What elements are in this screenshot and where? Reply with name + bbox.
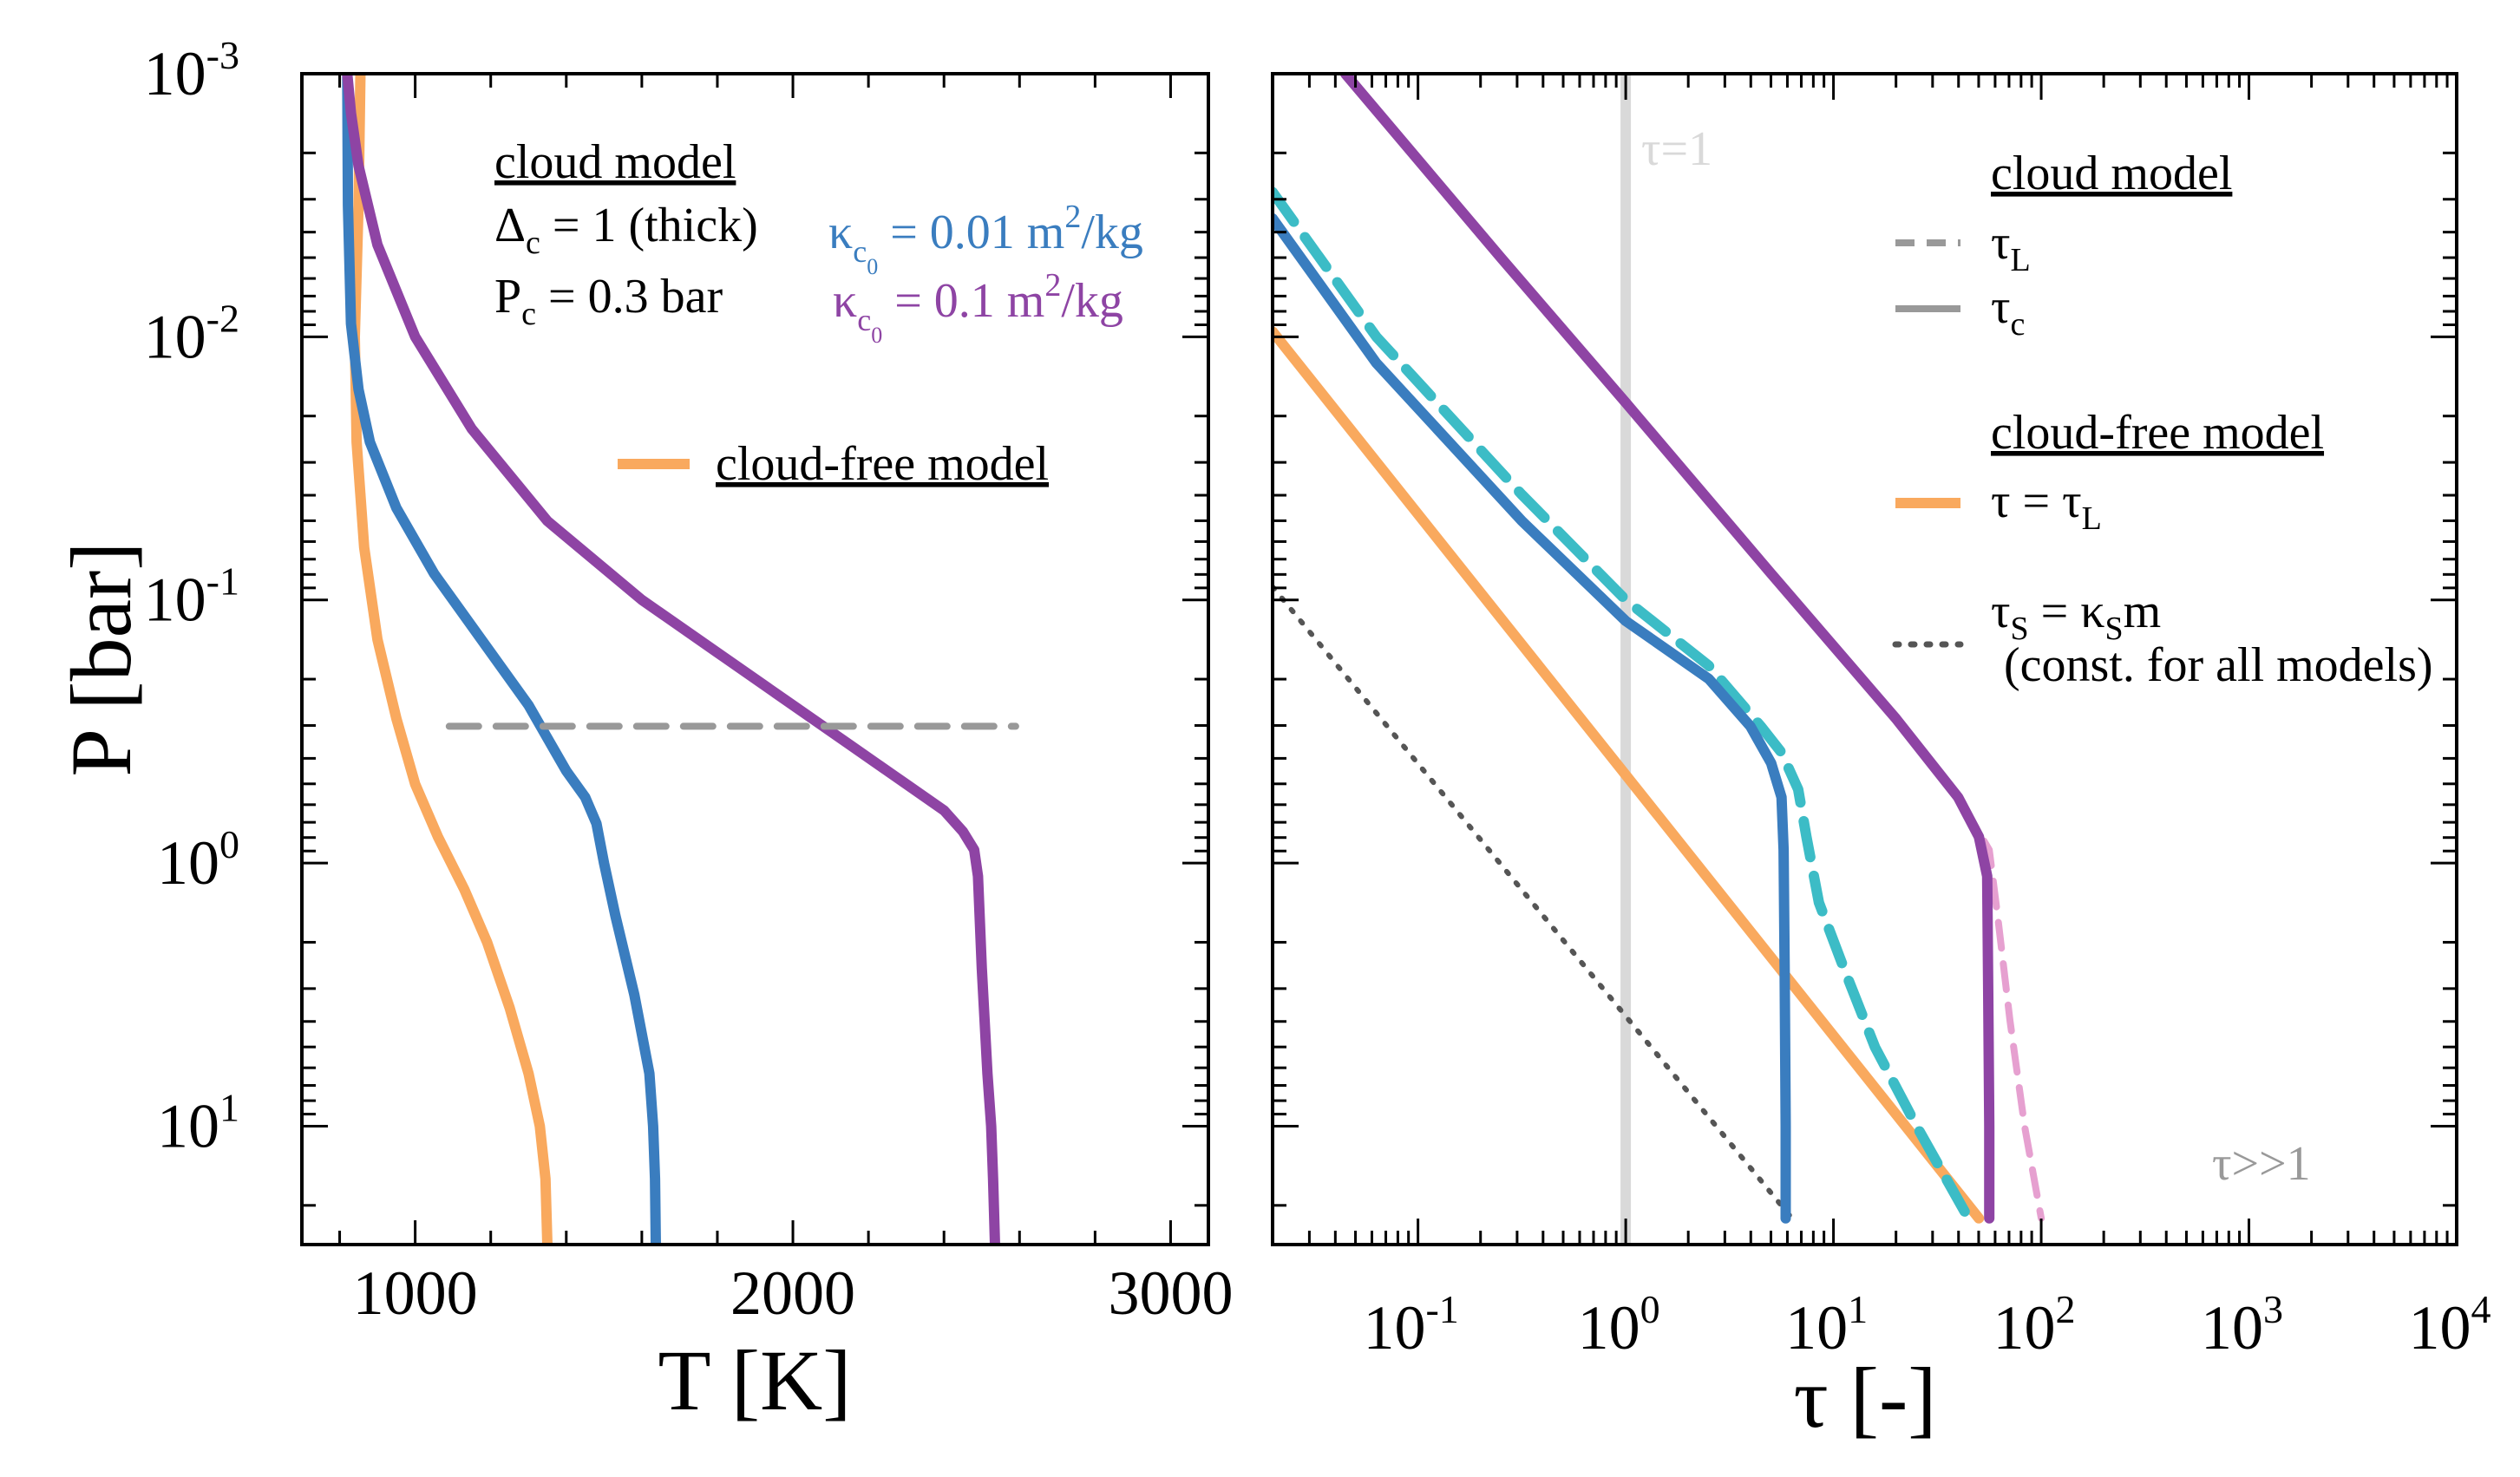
right-xtick-label: 10-1 <box>1363 1287 1458 1363</box>
legend-kappa-blue: κc0 = 0.01 m2/kg <box>828 199 1143 279</box>
legend-cloud-free-label: cloud-free model <box>716 437 1049 491</box>
left-xlabel: T [K] <box>658 1332 851 1428</box>
right-xtick-label: 103 <box>2201 1287 2283 1363</box>
left-yticklabels: 10-3 10-2 10-1 100 101 <box>144 33 239 1160</box>
annotation-tau-equals-1: τ=1 <box>1641 122 1712 176</box>
left-ytick-label: 10-1 <box>144 559 239 635</box>
right-plot-frame <box>1271 72 2458 1246</box>
right-panel: 10-1 100 101 102 103 104 τ [-] τ=1 τ>>1 cloud… <box>1271 72 2491 1446</box>
legend-tau-equals-tau-l-label: τ = τL <box>1991 474 2102 537</box>
legend-tau-l-label: τL <box>1991 216 2031 278</box>
right-series-tau-l-kappa-0-1 <box>1341 74 2045 1222</box>
right-series-tau-l-kappa-0-01 <box>1273 186 1974 1224</box>
legend-tau-s-note: (const. for all models) <box>2004 638 2433 692</box>
right-legend-title-cloud-model: cloud model <box>1991 147 2232 200</box>
right-curves <box>1273 74 2045 1245</box>
right-xtick-label: 102 <box>1993 1287 2076 1363</box>
legend-delta-c: Δc = 1 (thick) <box>494 199 758 261</box>
left-plot-frame <box>300 72 1210 1246</box>
right-xtick-label: 101 <box>1785 1287 1868 1363</box>
left-series-kappa-c0-0-01-m2-kg <box>342 74 661 1245</box>
left-ylabel: P [bar] <box>53 541 149 776</box>
right-series-tau-s-kappa-s-m <box>1273 584 1795 1221</box>
right-series-tau-c-kappa-0-1 <box>1339 74 1995 1224</box>
legend-title-cloud-model: cloud model <box>494 135 736 189</box>
left-ytick-label: 100 <box>157 822 239 898</box>
left-xtick-label: 1000 <box>353 1258 478 1328</box>
left-xtick-label: 3000 <box>1108 1258 1233 1328</box>
right-xlabel: τ [-] <box>1793 1350 1936 1446</box>
right-legend: cloud model τL τc cloud-free model τ = τ… <box>1892 147 2433 692</box>
left-ytick-label: 101 <box>157 1085 239 1160</box>
right-xtick-label: 104 <box>2409 1287 2491 1363</box>
annotation-tau-much-greater-1: τ>>1 <box>2212 1137 2311 1191</box>
legend-p-c: Pc = 0.3 bar <box>494 270 723 332</box>
right-xticklabels: 10-1 100 101 102 103 104 <box>1363 1287 2491 1363</box>
left-xticklabels: 1000 2000 3000 <box>353 1258 1234 1328</box>
left-legend: cloud model Δc = 1 (thick) Pc = 0.3 bar … <box>494 135 1143 491</box>
left-series-kappa-c0-0-1-m2-kg <box>342 74 1000 1245</box>
left-xtick-label: 2000 <box>730 1258 855 1328</box>
left-curves <box>342 74 1019 1245</box>
left-panel: 10-3 10-2 10-1 100 101 1000 2000 3000 T [K] P … <box>53 33 1233 1428</box>
legend-kappa-purple: κc0 = 0.1 m2/kg <box>833 267 1123 348</box>
legend-tau-s-label: τS = κSm <box>1991 585 2161 647</box>
right-xtick-label: 100 <box>1578 1287 1660 1363</box>
right-ticks <box>1271 72 2458 1245</box>
left-ytick-label: 10-2 <box>144 296 239 371</box>
right-series-cloud-free-tau-tau-l <box>1273 326 1985 1224</box>
right-series-tau-c-kappa-0-01 <box>1273 212 1791 1224</box>
right-legend-cloud-free-title: cloud-free model <box>1991 406 2324 460</box>
left-ytick-label: 10-3 <box>144 33 239 108</box>
left-ticks <box>302 72 1208 1245</box>
legend-tau-c-label: τc <box>1991 280 2025 343</box>
